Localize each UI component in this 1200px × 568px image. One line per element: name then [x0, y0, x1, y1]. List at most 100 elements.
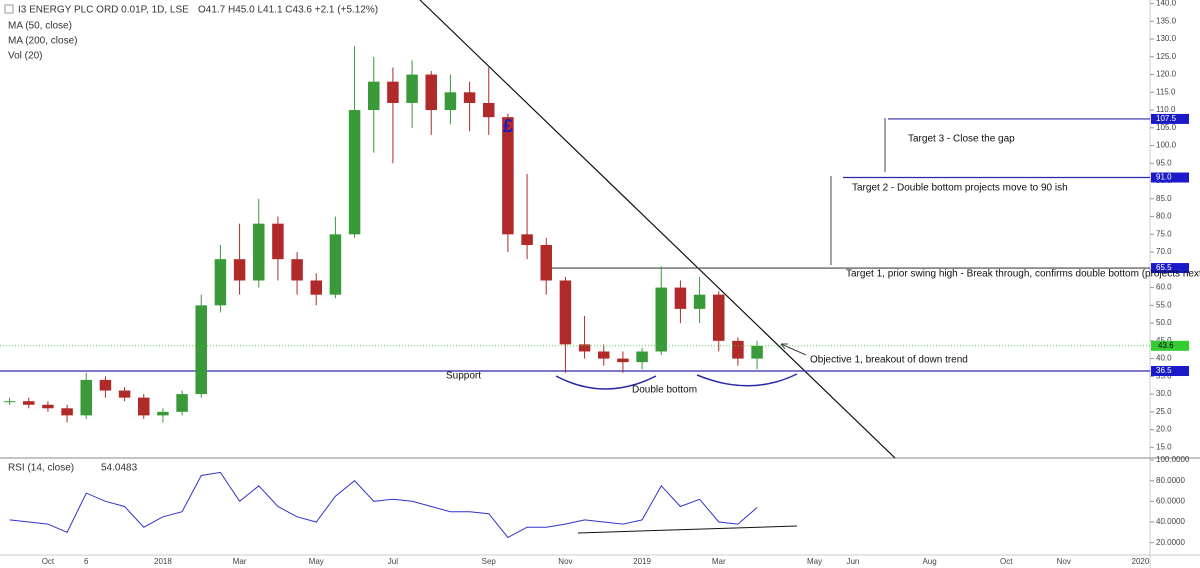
x-tick-label: 2018 — [154, 557, 172, 566]
candle-body — [463, 92, 476, 103]
candle-body — [368, 81, 380, 111]
rsi-title[interactable]: RSI (14, close) — [8, 463, 74, 474]
candle-body — [23, 401, 35, 405]
candle-body — [195, 305, 207, 395]
rsi-line — [9, 471, 758, 539]
candle-body — [176, 394, 188, 412]
candle-body — [502, 117, 514, 235]
x-tick-label: May — [807, 557, 822, 566]
y-tick-label: 85.0 — [1156, 194, 1172, 203]
candle-body — [61, 408, 73, 416]
candle-body — [521, 234, 533, 245]
y-tick-label: 40.0000 — [1156, 517, 1185, 526]
annotation: Target 1, prior swing high - Break throu… — [846, 269, 1200, 280]
y-tick-label: 45.0 — [1156, 336, 1172, 345]
symbol-title: I3 ENERGY PLC ORD 0.01P, 1D, LSE — [18, 5, 189, 16]
candle-body — [99, 379, 112, 391]
candle-body — [118, 390, 131, 398]
y-tick-label: 50.0 — [1156, 318, 1172, 327]
x-tick-label: 2019 — [633, 557, 651, 566]
candle-body — [253, 223, 265, 281]
candle-body — [80, 379, 92, 416]
y-tick-label: 80.0 — [1156, 212, 1172, 221]
candle-body — [3, 401, 16, 403]
y-tick-label: 95.0 — [1156, 158, 1172, 167]
y-tick-label: 20.0 — [1156, 425, 1172, 434]
candle-body — [138, 397, 150, 416]
candle-body — [329, 234, 342, 295]
candle-body — [483, 102, 495, 118]
y-tick-label: 130.0 — [1156, 34, 1177, 43]
annotation: Target 3 - Close the gap — [908, 134, 1015, 145]
y-tick-label: 60.0 — [1156, 283, 1172, 292]
collapse-icon[interactable] — [4, 4, 14, 14]
y-tick-label: 40.0 — [1156, 354, 1172, 363]
indicator-label[interactable]: Vol (20) — [8, 51, 42, 62]
candle-body — [693, 294, 706, 309]
candle-body — [157, 411, 169, 416]
candle-body — [42, 404, 54, 409]
y-tick-label: 100.0000 — [1156, 455, 1190, 464]
candle-body — [387, 81, 399, 103]
x-tick-label: Mar — [233, 557, 247, 566]
x-tick-label: 2020 — [1132, 557, 1150, 566]
candle-body — [598, 351, 610, 359]
y-tick-label: 105.0 — [1156, 123, 1177, 132]
level-tag — [1151, 113, 1189, 124]
x-tick-label: Sep — [482, 557, 497, 566]
annotation: Double bottom — [632, 385, 697, 396]
arrow — [780, 343, 807, 356]
y-tick-label: 125.0 — [1156, 52, 1177, 61]
y-tick-label: 135.0 — [1156, 16, 1177, 25]
level-tag — [1151, 366, 1189, 377]
candle-body — [233, 259, 246, 281]
candle-body — [291, 259, 303, 281]
y-tick-label: 120.0 — [1156, 70, 1177, 79]
x-tick-label: Nov — [1057, 557, 1071, 566]
rsi-trend-line — [577, 525, 798, 534]
annotation: £ — [503, 116, 513, 136]
bottom-arc — [696, 373, 798, 387]
level-tag-label: 107.5 — [1156, 114, 1177, 123]
y-tick-label: 110.0 — [1156, 105, 1176, 114]
candle-body — [751, 345, 763, 359]
indicator-label[interactable]: MA (200, close) — [8, 36, 77, 47]
candle-body — [310, 280, 322, 295]
level-tag-label: 65.5 — [1156, 263, 1172, 272]
candle-body — [732, 340, 744, 359]
candle-body — [674, 287, 687, 309]
y-tick-label: 30.0 — [1156, 389, 1172, 398]
x-tick-label: Aug — [922, 557, 936, 566]
y-tick-label: 20.0000 — [1156, 538, 1185, 547]
rsi-value: 54.0483 — [101, 463, 138, 474]
candle-body — [636, 351, 648, 363]
x-tick-label: Mar — [712, 557, 726, 566]
y-tick-label: 140.0 — [1156, 0, 1177, 8]
y-tick-label: 25.0 — [1156, 407, 1172, 416]
candle-body — [578, 344, 591, 352]
annotation: Support — [446, 371, 481, 382]
candle-body — [655, 287, 667, 352]
level-tag-label: 36.5 — [1156, 366, 1172, 375]
y-tick-label: 80.0000 — [1156, 476, 1185, 485]
y-tick-label: 115.0 — [1156, 87, 1176, 96]
candle-body — [559, 280, 572, 345]
arrow-head — [780, 343, 788, 350]
annotation: Objective 1, breakout of down trend — [810, 355, 968, 366]
ohlc-text: O41.7 H45.0 L41.1 C43.6 +2.1 (+5.12%) — [198, 5, 378, 16]
level-tag — [1151, 172, 1189, 183]
last-price-tag — [1151, 340, 1189, 351]
y-tick-label: 60.0000 — [1156, 496, 1185, 505]
annotation: Target 2 - Double bottom projects move t… — [852, 183, 1068, 194]
y-tick-label: 75.0 — [1156, 229, 1172, 238]
candle-body — [425, 74, 437, 111]
y-tick-label: 70.0 — [1156, 247, 1172, 256]
x-tick-label: Oct — [1000, 557, 1013, 566]
indicator-label[interactable]: MA (50, close) — [8, 21, 72, 32]
x-tick-label: May — [309, 557, 324, 566]
candle-body — [272, 223, 284, 260]
x-tick-label: Jul — [388, 557, 398, 566]
y-tick-label: 100.0 — [1156, 141, 1177, 150]
